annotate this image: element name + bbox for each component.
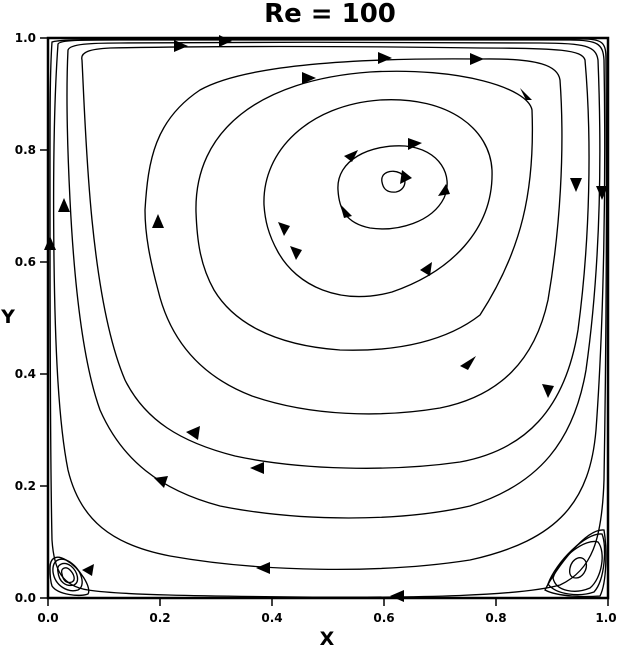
- flow-direction-arrows: [44, 35, 608, 602]
- arrow-marker: [250, 462, 264, 474]
- x-tick-label: 0.4: [261, 611, 282, 625]
- y-tick-label: 0.4: [15, 367, 36, 381]
- arrow-marker: [420, 262, 432, 276]
- streamline: [552, 540, 603, 592]
- arrow-marker: [378, 52, 392, 64]
- arrow-marker: [302, 72, 316, 84]
- streamline: [381, 170, 406, 193]
- primary-vortex-streamlines: [49, 38, 608, 598]
- streamline: [81, 45, 590, 469]
- arrow-marker: [219, 35, 232, 47]
- cavity-boundary: [46, 36, 610, 600]
- y-tick-label: 0.2: [15, 479, 36, 493]
- streamline: [49, 38, 608, 598]
- y-tick-label: 0.0: [15, 591, 36, 605]
- streamline: [144, 58, 563, 415]
- arrow-marker: [400, 170, 412, 184]
- arrow-marker: [408, 138, 422, 150]
- arrow-marker: [470, 53, 484, 65]
- bottom-left-corner-vortex: [49, 556, 90, 596]
- arrow-marker: [290, 246, 302, 260]
- arrow-marker: [596, 186, 608, 200]
- arrow-marker: [460, 356, 476, 370]
- arrow-marker: [154, 476, 168, 488]
- streamline: [568, 557, 588, 579]
- arrow-marker: [152, 214, 164, 228]
- streamline: [57, 562, 79, 587]
- arrow-marker: [438, 184, 450, 196]
- streamline: [52, 39, 606, 571]
- arrow-marker: [256, 562, 270, 574]
- arrow-marker: [58, 198, 70, 212]
- tick-marks: [40, 37, 609, 606]
- x-tick-label: 0.0: [37, 611, 58, 625]
- streamline: [60, 567, 75, 584]
- bottom-right-corner-vortex: [544, 529, 607, 598]
- arrow-marker: [174, 40, 188, 52]
- x-tick-label: 1.0: [595, 611, 616, 625]
- streamline: [195, 70, 534, 351]
- arrow-marker: [278, 222, 290, 236]
- arrow-marker: [520, 88, 532, 100]
- x-tick-labels: 0.0 0.2 0.4 0.6 0.8 1.0: [37, 611, 616, 625]
- streamline: [49, 556, 90, 596]
- x-axis-label: X: [320, 628, 335, 647]
- arrow-marker: [82, 564, 94, 576]
- arrow-marker: [340, 204, 352, 218]
- y-axis-label: Y: [0, 306, 15, 328]
- arrow-marker: [542, 384, 554, 398]
- y-tick-label: 0.8: [15, 143, 36, 157]
- arrow-marker: [570, 178, 582, 192]
- x-tick-label: 0.8: [485, 611, 506, 625]
- y-tick-labels: 0.0 0.2 0.4 0.6 0.8 1.0: [15, 31, 36, 605]
- arrow-marker: [344, 150, 358, 162]
- arrow-marker: [390, 590, 404, 602]
- plot-title: Re = 100: [264, 0, 396, 29]
- streamline: [337, 145, 448, 230]
- x-tick-label: 0.6: [373, 611, 394, 625]
- arrow-marker: [186, 426, 200, 440]
- streamline: [66, 41, 601, 519]
- streamline: [547, 533, 606, 596]
- streamline: [544, 529, 607, 598]
- x-tick-label: 0.2: [149, 611, 170, 625]
- y-tick-label: 0.6: [15, 255, 36, 269]
- streamline: [263, 99, 493, 298]
- arrow-marker: [44, 236, 56, 250]
- y-tick-label: 1.0: [15, 31, 36, 45]
- streamline: [52, 558, 83, 592]
